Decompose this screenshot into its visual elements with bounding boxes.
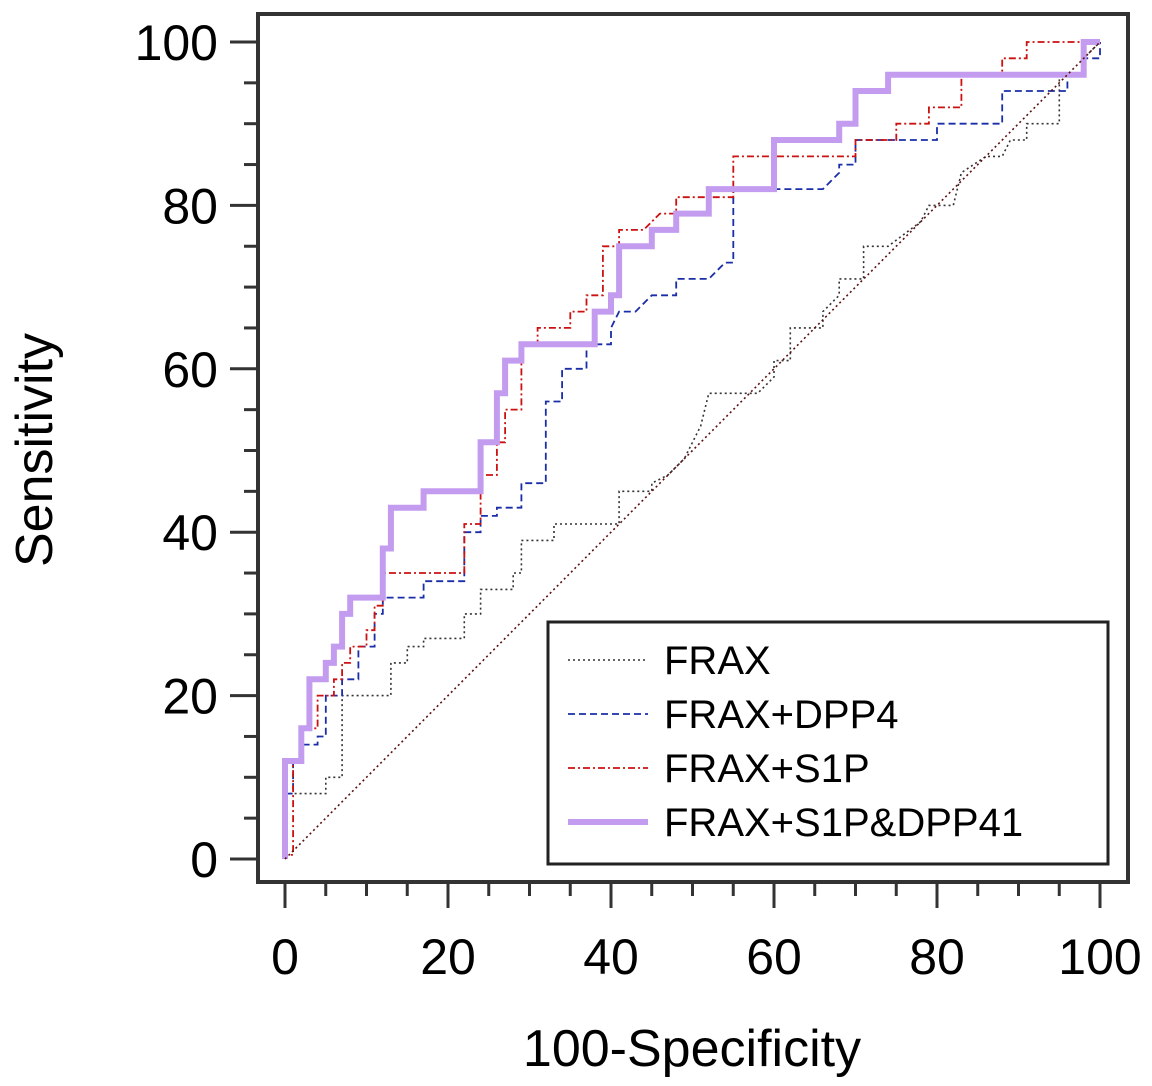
y-tick-label: 40 bbox=[162, 505, 218, 561]
x-tick-label: 40 bbox=[583, 929, 639, 985]
series-lines bbox=[282, 39, 1101, 860]
axis-ticks: 0 20 40 60 80 100 0 20 40 60 80 100 bbox=[135, 15, 1142, 985]
legend-label: FRAX+S1P&DPP41 bbox=[664, 801, 1023, 845]
y-tick-label: 60 bbox=[162, 342, 218, 398]
legend-label: FRAX bbox=[664, 639, 771, 683]
series-line bbox=[284, 41, 1101, 859]
x-tick-label: 80 bbox=[909, 929, 965, 985]
x-axis-label: 100-Specificity bbox=[523, 1020, 861, 1078]
y-tick-label: 20 bbox=[162, 669, 218, 725]
legend: FRAX FRAX+DPP4 FRAX+S1P FRAX+S1P&DPP41 bbox=[546, 620, 1110, 866]
y-tick-label: 100 bbox=[135, 15, 218, 71]
series-line bbox=[282, 39, 1100, 859]
x-tick-label: 100 bbox=[1058, 929, 1141, 985]
reference-diagonal-line bbox=[284, 41, 1101, 860]
x-tick-label: 0 bbox=[271, 929, 299, 985]
y-axis-label: Sensitivity bbox=[6, 333, 64, 567]
legend-label: FRAX+S1P bbox=[664, 747, 870, 791]
x-tick-label: 60 bbox=[746, 929, 802, 985]
legend-label: FRAX+DPP4 bbox=[664, 693, 899, 737]
y-tick-label: 0 bbox=[190, 832, 218, 888]
x-tick-label: 20 bbox=[420, 929, 476, 985]
y-tick-label: 80 bbox=[162, 178, 218, 234]
